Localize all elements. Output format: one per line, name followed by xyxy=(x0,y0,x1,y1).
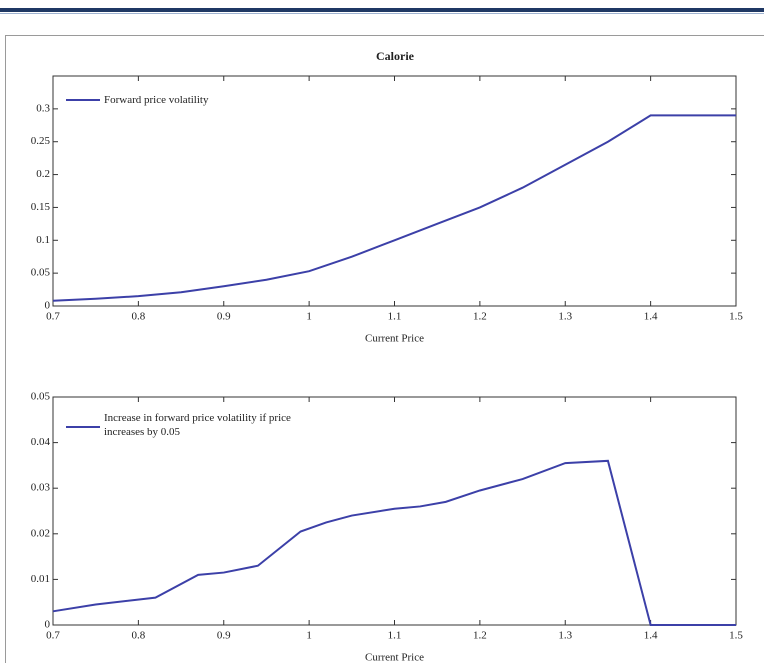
x-tick-label: 1.3 xyxy=(558,630,572,642)
y-tick-label: 0.04 xyxy=(31,436,51,448)
x-tick-label: 1.5 xyxy=(729,630,743,642)
y-tick-label: 0.05 xyxy=(31,391,51,403)
x-axis-label: Current Price xyxy=(365,333,424,345)
x-tick-label: 1.1 xyxy=(388,311,402,323)
x-tick-label: 1.2 xyxy=(473,630,487,642)
y-tick-label: 0.03 xyxy=(31,482,51,494)
y-tick-label: 0.02 xyxy=(31,527,50,539)
y-tick-label: 0.05 xyxy=(31,267,51,279)
chart-title: Calorie xyxy=(376,49,415,63)
x-tick-label: 0.7 xyxy=(46,630,60,642)
axes-box xyxy=(52,75,737,307)
x-tick-label: 0.9 xyxy=(217,311,231,323)
y-tick-label: 0.25 xyxy=(31,135,51,147)
header-rule xyxy=(0,13,764,14)
axes-box xyxy=(52,396,737,626)
x-tick-label: 1.1 xyxy=(388,630,402,642)
x-tick-label: 0.8 xyxy=(132,311,146,323)
y-tick-label: 0 xyxy=(45,300,51,312)
x-tick-label: 1 xyxy=(306,630,312,642)
y-tick-label: 0.1 xyxy=(36,234,50,246)
x-tick-label: 0.9 xyxy=(217,630,231,642)
series-line xyxy=(52,114,736,302)
x-tick-label: 1.3 xyxy=(558,311,572,323)
y-tick-label: 0.3 xyxy=(36,102,50,114)
series-line xyxy=(52,459,736,626)
x-tick-label: 1 xyxy=(306,311,312,323)
x-tick-label: 1.4 xyxy=(644,630,658,642)
legend-label: Increase in forward price volatility if … xyxy=(104,412,291,438)
x-tick-label: 1.4 xyxy=(644,311,658,323)
legend-label: Forward price volatility xyxy=(104,94,209,106)
y-tick-label: 0 xyxy=(45,619,51,631)
y-tick-label: 0.01 xyxy=(31,573,50,585)
y-tick-label: 0.15 xyxy=(31,201,51,213)
x-axis-label: Current Price xyxy=(365,652,424,663)
header-band xyxy=(0,8,764,12)
x-tick-label: 1.5 xyxy=(729,311,743,323)
y-tick-label: 0.2 xyxy=(36,168,50,180)
x-tick-label: 1.2 xyxy=(473,311,487,323)
x-tick-label: 0.7 xyxy=(46,311,60,323)
x-tick-label: 0.8 xyxy=(132,630,146,642)
